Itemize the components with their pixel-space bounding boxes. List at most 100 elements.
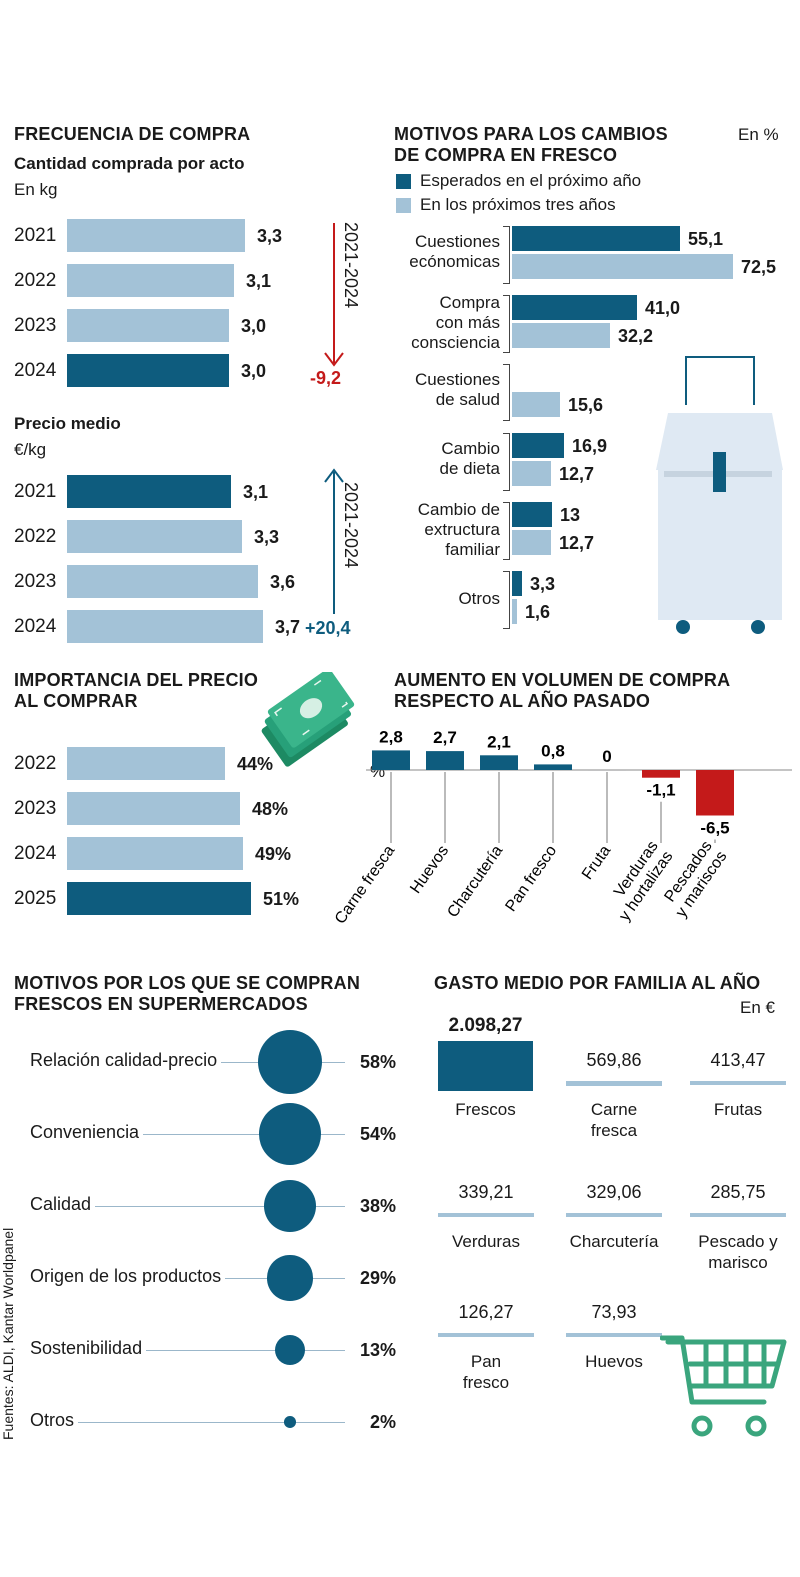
aumento-category-label: Carne fresca <box>332 842 399 927</box>
precio-value-label: 3,3 <box>254 527 280 547</box>
super-item-label: Otros <box>30 1410 79 1431</box>
gasto-bar <box>438 1213 534 1217</box>
importancia-bar <box>67 837 243 870</box>
motivos-value-label: 55,1 <box>688 229 724 249</box>
gasto-item-label: Verduras <box>451 1232 521 1251</box>
precio-subtitle: Precio medio <box>14 414 121 433</box>
gasto-bar <box>690 1213 786 1217</box>
precio-bar <box>67 520 242 553</box>
legend-label-light: En los próximos tres años <box>420 195 616 214</box>
super-bubble <box>267 1255 313 1301</box>
motivos-bar <box>512 433 564 458</box>
source-note: Fuentes: ALDI, Kantar Worldpanel <box>0 1227 16 1440</box>
cantidad-value-label: 3,1 <box>246 271 272 291</box>
up-arrow-icon <box>324 468 344 483</box>
cantidad-bar <box>67 264 234 297</box>
gasto-value-label: 73,93 <box>591 1302 637 1322</box>
gasto-item-label: Carne fresca <box>590 1100 638 1140</box>
motivos-category-label: Cambio de dieta <box>439 439 501 478</box>
legend-swatch-light <box>396 198 411 213</box>
super-value-label: 29% <box>359 1268 396 1288</box>
precio-period: 2021-2024 <box>341 482 361 569</box>
motivos-bracket <box>503 226 510 284</box>
importancia-year-label: 2024 <box>14 843 57 864</box>
aumento-value-label: 0,8 <box>541 741 565 760</box>
aumento-value-label: -1,1 <box>646 781 675 800</box>
precio-value-label: 3,7 <box>275 617 301 637</box>
motivos-bar <box>512 502 552 527</box>
gasto-item-label: Pan fresco <box>462 1352 510 1392</box>
super-bubble <box>284 1416 296 1428</box>
precio-year-label: 2022 <box>14 526 57 547</box>
precio-change-indicator <box>324 468 344 614</box>
precio-year-label: 2021 <box>14 481 57 502</box>
motivos-bar <box>512 226 680 251</box>
importancia-value-label: 48% <box>252 799 289 819</box>
aumento-value-label: -6,5 <box>700 819 729 838</box>
motivos-value-label: 3,3 <box>530 574 556 594</box>
gasto-bar <box>438 1333 534 1337</box>
super-item-label: Relación calidad-precio <box>30 1050 222 1071</box>
motivos-bar <box>512 461 551 486</box>
super-guide-line <box>30 1350 345 1351</box>
motivos-bracket <box>503 295 510 353</box>
aumento-value-label: 0 <box>602 747 611 766</box>
cantidad-unit: En kg <box>14 180 58 199</box>
down-arrow-icon <box>324 352 344 367</box>
motivos-value-label: 12,7 <box>559 533 595 553</box>
gasto-value-label: 126,27 <box>458 1302 514 1322</box>
super-value-label: 58% <box>359 1052 396 1072</box>
importancia-bar <box>67 882 251 915</box>
legend-label-dark: Esperados en el próximo año <box>420 171 642 190</box>
super-item-label: Conveniencia <box>30 1122 144 1143</box>
precio-bar <box>67 610 263 643</box>
cantidad-bar <box>67 219 245 252</box>
super-value-label: 2% <box>369 1412 396 1432</box>
aumento-value-label: 2,8 <box>379 727 403 746</box>
motivos-category-label: Cuestiones de salud <box>414 370 500 409</box>
motivos-value-label: 1,6 <box>525 602 551 622</box>
motivos-category-label: Compra con más consciencia <box>411 293 500 352</box>
motivos-bar <box>512 599 517 624</box>
gasto-bar <box>566 1081 662 1086</box>
cantidad-year-label: 2023 <box>14 315 57 336</box>
importancia-bar <box>67 792 240 825</box>
super-value-label: 38% <box>359 1196 396 1216</box>
legend-swatch-dark <box>396 174 411 189</box>
aumento-category-label: Huevos <box>407 843 452 897</box>
super-guide-line <box>30 1134 345 1135</box>
motivos-value-label: 12,7 <box>559 464 595 484</box>
aumento-bar <box>480 755 518 770</box>
cantidad-value-label: 3,0 <box>241 361 267 381</box>
gasto-item-label: Charcutería <box>569 1232 659 1251</box>
motivos-bar <box>512 323 610 348</box>
aumento-value-label: 2,7 <box>433 728 457 747</box>
supermercados-title: MOTIVOS POR LOS QUE SE COMPRAN FRESCOS E… <box>14 973 361 1014</box>
gasto-item-label: Pescado y marisco <box>698 1232 778 1272</box>
super-guide-line <box>30 1206 345 1207</box>
precio-unit: €/kg <box>14 440 47 459</box>
gasto-title: GASTO MEDIO POR FAMILIA AL AÑO <box>434 973 761 993</box>
gasto-value-label: 569,86 <box>586 1050 642 1070</box>
motivos-cambios-title: MOTIVOS PARA LOS CAMBIOS DE COMPRA EN FR… <box>394 124 668 165</box>
gasto-bar <box>566 1333 662 1337</box>
precio-bar <box>67 475 231 508</box>
gasto-item-label: Frutas <box>713 1100 763 1119</box>
cantidad-year-label: 2024 <box>14 360 57 381</box>
precio-year-label: 2023 <box>14 571 57 592</box>
motivos-value-label: 16,9 <box>572 436 608 456</box>
aumento-category-label: Pan fresco <box>502 842 560 914</box>
motivos-bar <box>512 392 560 417</box>
gasto-value-label: 329,06 <box>586 1182 642 1202</box>
aumento-bar <box>372 750 410 770</box>
motivos-bar <box>512 254 733 279</box>
gasto-value-label: 339,21 <box>458 1182 514 1202</box>
money-bills-icon <box>261 672 355 767</box>
importancia-value-label: 44% <box>237 754 274 774</box>
precio-value-label: 3,1 <box>243 482 269 502</box>
cantidad-year-label: 2022 <box>14 270 57 291</box>
cantidad-change-indicator <box>324 223 344 367</box>
precio-change: +20,4 <box>305 618 351 638</box>
importancia-year-label: 2022 <box>14 753 57 774</box>
precio-bar <box>67 565 258 598</box>
